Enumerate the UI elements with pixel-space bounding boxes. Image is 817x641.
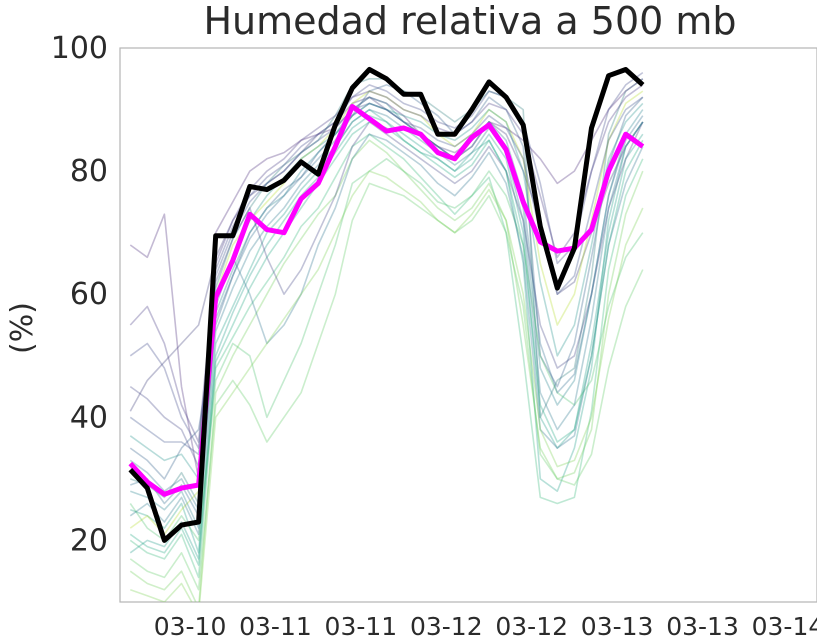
x-tick-label: 03-13	[666, 612, 739, 641]
ensemble-series-line	[129, 108, 644, 536]
x-tick-label: 03-11	[239, 612, 312, 641]
ensemble-series-line	[129, 182, 644, 591]
highlight-series-line	[128, 67, 645, 543]
x-tick-label: 03-14	[752, 612, 817, 641]
ensemble-series-line	[130, 108, 644, 554]
ensemble-series-line	[129, 84, 644, 480]
ensemble-series-line	[130, 170, 644, 602]
x-tick-label: 03-12	[410, 612, 483, 641]
ensemble-series-line	[129, 133, 644, 579]
x-tick-label: 03-10	[154, 612, 227, 641]
x-tick-label: 03-13	[581, 612, 654, 641]
yaxis-ticks: 20 40 60 80 100	[51, 31, 108, 558]
highlight-series-line	[128, 104, 645, 497]
y-tick-label: 40	[70, 400, 108, 435]
y-tick-label: 80	[70, 154, 108, 189]
ensemble-series-line	[129, 114, 644, 560]
y-tick-label: 60	[70, 277, 108, 312]
chart-title: Humedad relativa a 500 mb	[203, 0, 736, 43]
xaxis-ticks: 03-10 03-11 03-11 03-12 03-12 03-13 03-13 03-14	[154, 612, 817, 641]
x-tick-label: 03-12	[495, 612, 568, 641]
y-tick-label: 100	[51, 31, 108, 66]
ensemble-series-line	[129, 121, 644, 468]
ensemble-series-line	[129, 158, 644, 542]
y-tick-label: 20	[70, 523, 108, 558]
y-axis-label: (%)	[5, 302, 40, 354]
ensemble-series-line	[129, 78, 644, 480]
x-tick-label: 03-11	[325, 612, 398, 641]
ensemble-series-line	[129, 121, 644, 566]
series-layer	[128, 67, 645, 602]
ensemble-series-line	[129, 139, 644, 602]
